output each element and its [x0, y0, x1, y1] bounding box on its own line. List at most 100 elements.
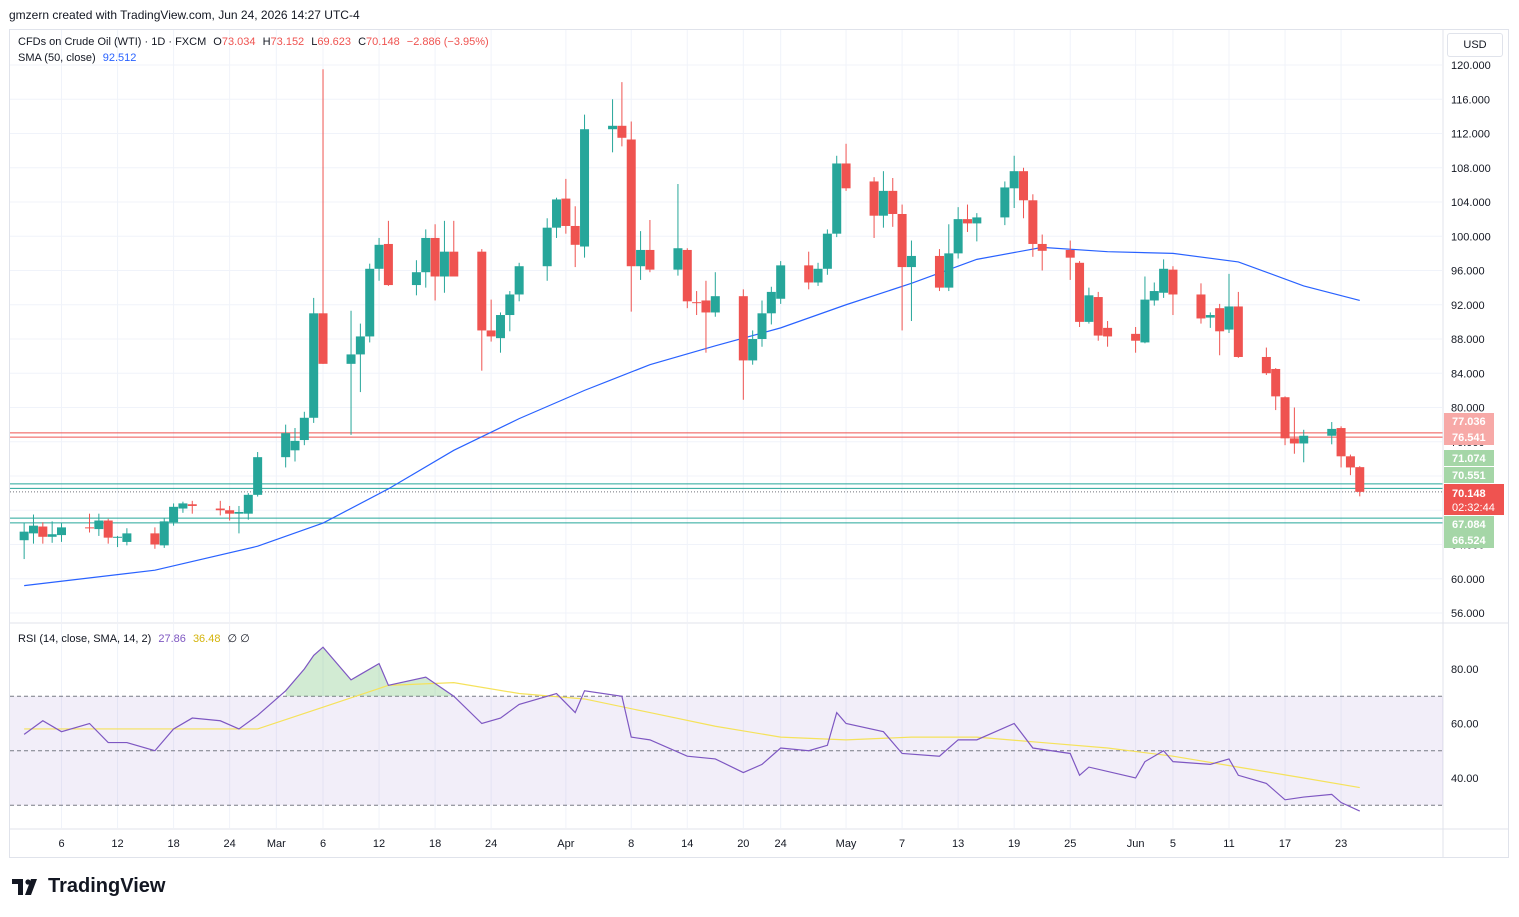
candle: [776, 261, 786, 304]
candle-body: [869, 181, 879, 216]
candle: [813, 262, 823, 286]
candle: [383, 220, 393, 286]
candle: [253, 452, 263, 497]
candle: [1196, 283, 1206, 324]
candle: [281, 424, 291, 468]
candle: [477, 249, 487, 371]
price-level-badge: [1444, 429, 1494, 445]
candle: [103, 518, 113, 544]
candle-body: [1271, 368, 1281, 397]
candle-body: [542, 227, 552, 267]
candle-body: [972, 217, 982, 224]
candle: [421, 229, 431, 288]
price-axis-label: 84.000: [1451, 368, 1485, 380]
candle: [1075, 261, 1085, 328]
candle-body: [1168, 269, 1178, 295]
legend-close-label: C: [358, 36, 367, 48]
candle-body: [1159, 268, 1169, 293]
candle-body: [841, 163, 851, 189]
candle-body: [1299, 435, 1309, 444]
candle-body: [1009, 171, 1019, 189]
time-axis-label: 14: [681, 838, 693, 850]
candle-body: [645, 249, 655, 270]
candle-body: [1140, 299, 1150, 343]
candle: [439, 220, 449, 293]
candle: [626, 121, 636, 312]
candle-body: [439, 251, 449, 277]
candle-body: [1093, 297, 1103, 336]
candle-body: [1205, 315, 1215, 318]
candle-body: [299, 417, 309, 441]
candle-body: [1000, 187, 1010, 218]
time-axis-label: Mar: [267, 838, 286, 850]
time-axis-label: 24: [485, 838, 497, 850]
time-axis-label: 17: [1279, 838, 1291, 850]
candle: [365, 263, 375, 343]
candle-body: [934, 255, 944, 288]
candle-body: [57, 527, 66, 536]
candle: [953, 207, 963, 259]
candle-body: [169, 506, 179, 523]
tradingview-logo[interactable]: TradingView: [12, 875, 165, 898]
candle: [243, 493, 253, 520]
candle: [495, 312, 505, 353]
candle: [1289, 407, 1299, 454]
candle: [822, 229, 832, 275]
price-level-label: 76.541: [1452, 432, 1486, 444]
candle-body: [346, 354, 356, 364]
candles: [19, 69, 1365, 560]
candle-body: [225, 510, 235, 514]
candle-body: [38, 526, 48, 537]
rsi-axis-label: 40.00: [1451, 773, 1479, 785]
time-axis-label: 6: [320, 838, 326, 850]
candle: [1149, 282, 1159, 306]
candle-body: [28, 525, 38, 534]
candle-body: [495, 315, 505, 339]
rsi-pane: 40.00 60.00 80.00: [10, 646, 1479, 812]
candle-body: [636, 249, 646, 267]
time-axis-label: 8: [628, 838, 634, 850]
candle: [1355, 466, 1365, 497]
price-level-label: 77.036: [1452, 416, 1486, 428]
candle-body: [449, 251, 459, 277]
time-axis-label: 18: [167, 838, 179, 850]
candle: [299, 411, 309, 446]
rsi-legend: RSI (14, close, SMA, 14, 2) 27.86 36.48 …: [18, 632, 250, 645]
candle: [47, 521, 57, 543]
candle: [346, 310, 356, 435]
rsi-label: RSI (14, close, SMA, 14, 2): [18, 633, 152, 645]
candle-body: [187, 504, 197, 506]
candle-body: [813, 268, 823, 283]
candle-body: [103, 520, 113, 538]
candle-body: [1065, 249, 1075, 258]
candle: [934, 249, 944, 292]
candle: [514, 262, 524, 302]
candle-body: [617, 125, 627, 138]
rsi-axis-label: 60.00: [1451, 719, 1479, 731]
price-axis-label: 108.000: [1451, 163, 1491, 175]
candle-body: [1028, 200, 1038, 244]
candle: [1168, 266, 1178, 316]
candle: [692, 291, 702, 316]
time-axis-label: 6: [58, 838, 64, 850]
legend-open-value: 73.034: [221, 36, 256, 48]
currency-button[interactable]: USD: [1447, 33, 1503, 57]
candle: [570, 206, 580, 268]
candle: [449, 220, 459, 277]
time-axis-label: 5: [1170, 838, 1176, 850]
candle-body: [94, 520, 104, 530]
candle-body: [215, 508, 225, 511]
candle: [636, 231, 646, 280]
candle: [178, 501, 188, 513]
candle: [1280, 396, 1290, 446]
candle: [944, 224, 954, 292]
candle-body: [1233, 306, 1243, 357]
last-price-label: 70.148: [1452, 488, 1486, 500]
price-axis-label: 100.000: [1451, 231, 1491, 243]
candle-body: [738, 296, 748, 361]
time-axis-label: 24: [775, 838, 787, 850]
candle-body: [710, 296, 720, 313]
candle: [561, 178, 571, 234]
candle-body: [897, 213, 907, 268]
